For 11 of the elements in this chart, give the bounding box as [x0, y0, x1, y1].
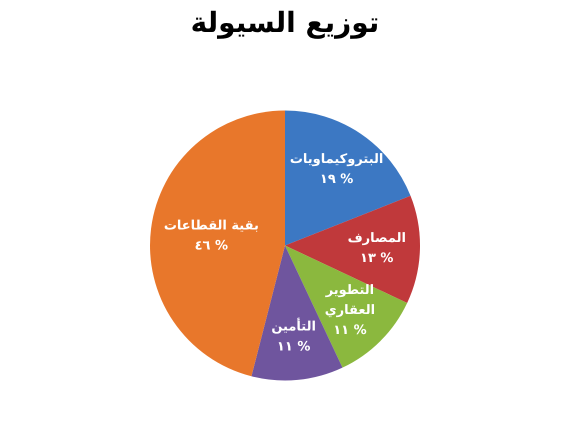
slice-label: بقية القطاعات — [164, 218, 259, 234]
data-label: ٤٦ % — [194, 238, 228, 254]
data-label: ١١ % — [276, 339, 310, 354]
chart-title: توزيع السيولة — [190, 6, 380, 39]
data-label: ١٣ % — [360, 250, 394, 266]
data-label: ١٩ % — [320, 172, 354, 187]
slice-label: التأمين — [271, 317, 316, 334]
slice-label: المصارف — [348, 230, 406, 246]
slice-label: البتروكيماويات — [290, 152, 384, 167]
data-label: ١١ % — [333, 322, 367, 338]
slice-label: التطوير العقاري — [324, 282, 376, 318]
